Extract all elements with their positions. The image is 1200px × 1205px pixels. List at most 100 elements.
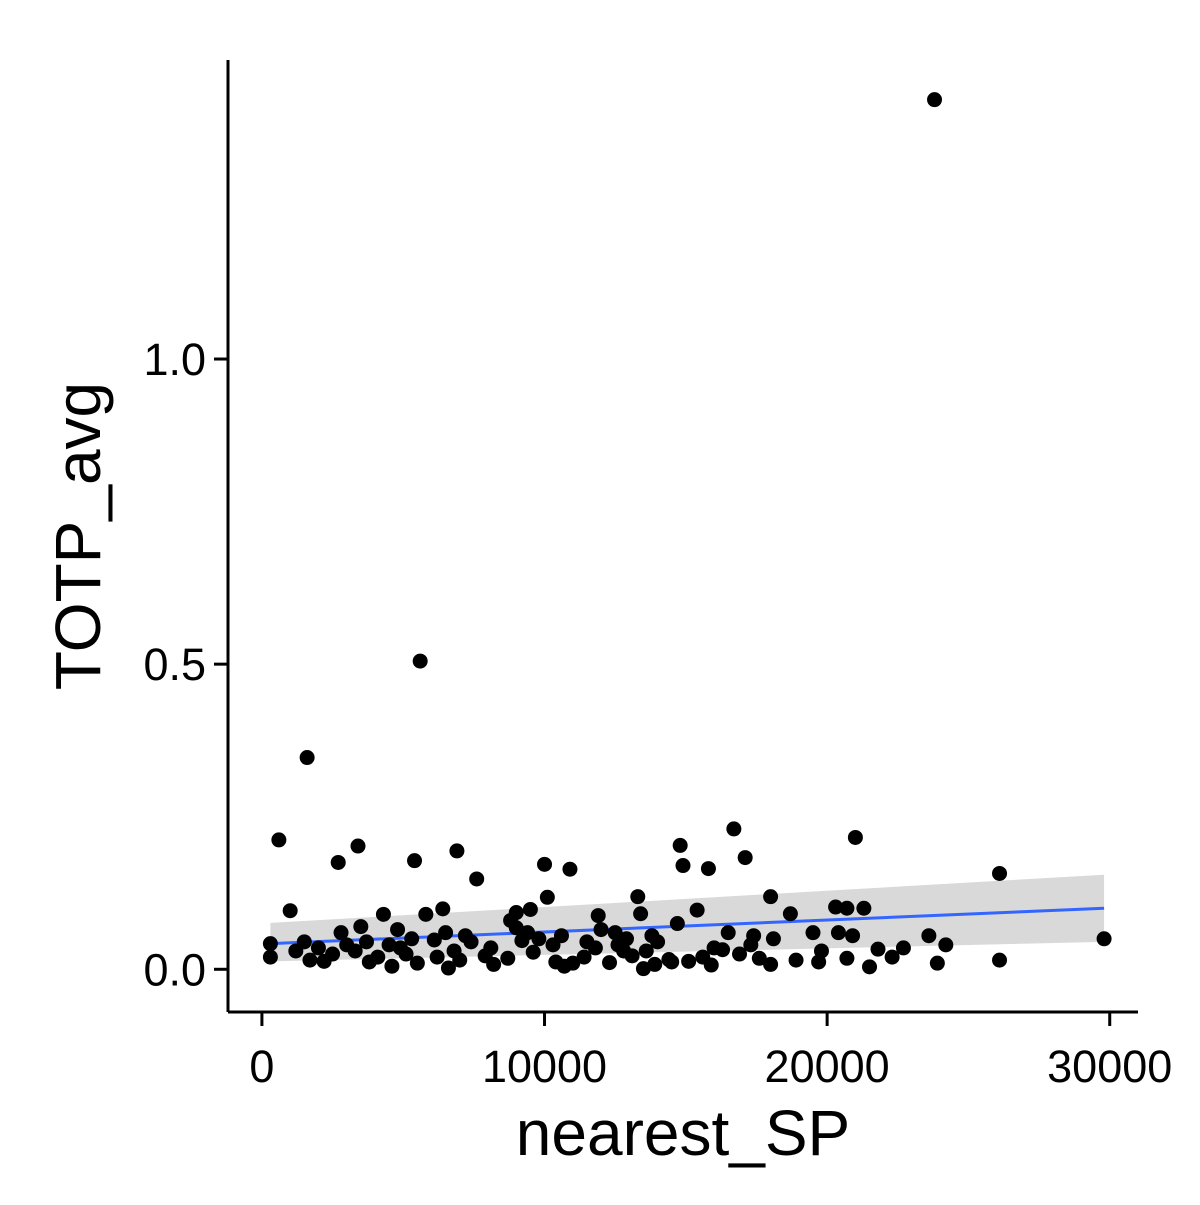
data-point bbox=[537, 856, 553, 872]
y-tick-label: 0.5 bbox=[143, 639, 206, 690]
data-point bbox=[845, 928, 861, 944]
data-point bbox=[788, 952, 804, 968]
data-point bbox=[271, 832, 287, 848]
data-point bbox=[726, 821, 742, 837]
data-point bbox=[350, 838, 366, 854]
data-point bbox=[763, 956, 779, 972]
data-point bbox=[325, 946, 341, 962]
data-point bbox=[884, 949, 900, 965]
data-point bbox=[353, 919, 369, 935]
data-point bbox=[929, 955, 945, 971]
axes-layer bbox=[226, 60, 1138, 1014]
data-point bbox=[870, 941, 886, 957]
data-point bbox=[576, 949, 592, 965]
data-point bbox=[689, 902, 705, 918]
data-point bbox=[384, 958, 400, 974]
data-point bbox=[992, 865, 1008, 881]
data-point bbox=[638, 943, 654, 959]
data-point bbox=[647, 956, 663, 972]
x-tick-label: 10000 bbox=[482, 1041, 607, 1092]
data-point bbox=[765, 931, 781, 947]
data-point bbox=[927, 92, 943, 108]
data-point bbox=[358, 934, 374, 950]
data-point bbox=[921, 928, 937, 944]
data-point bbox=[579, 934, 595, 950]
data-point bbox=[539, 889, 555, 905]
data-point bbox=[262, 936, 278, 952]
data-point bbox=[635, 961, 651, 977]
ticks-layer: 0 10000 20000 30000 0.0 0.5 1.0 bbox=[143, 334, 1172, 1092]
confidence-ribbon-layer bbox=[270, 874, 1105, 962]
data-point bbox=[644, 928, 660, 944]
x-tick-label: 30000 bbox=[1047, 1041, 1172, 1092]
data-point bbox=[409, 955, 425, 971]
data-point bbox=[669, 916, 685, 932]
data-point bbox=[839, 950, 855, 966]
data-point bbox=[706, 940, 722, 956]
data-point bbox=[310, 940, 326, 956]
data-point bbox=[440, 960, 456, 976]
data-point bbox=[299, 750, 315, 766]
data-point bbox=[732, 946, 748, 962]
data-point bbox=[681, 953, 697, 969]
data-point bbox=[813, 943, 829, 959]
data-point bbox=[449, 843, 465, 859]
data-point bbox=[1096, 931, 1112, 947]
data-point bbox=[847, 829, 863, 845]
data-point bbox=[446, 943, 462, 959]
data-point bbox=[828, 899, 844, 915]
data-point bbox=[672, 837, 688, 853]
data-point bbox=[593, 922, 609, 938]
data-point bbox=[805, 925, 821, 941]
data-point bbox=[500, 950, 516, 966]
data-point bbox=[404, 931, 420, 947]
y-tick-label: 1.0 bbox=[143, 334, 206, 385]
data-point bbox=[525, 944, 541, 960]
data-point bbox=[695, 949, 711, 965]
data-point bbox=[737, 850, 753, 866]
y-tick-label: 0.0 bbox=[143, 944, 206, 995]
data-point bbox=[302, 952, 318, 968]
data-point bbox=[407, 853, 423, 869]
data-point bbox=[522, 901, 538, 917]
data-point bbox=[296, 934, 312, 950]
data-point bbox=[862, 959, 878, 975]
data-point bbox=[763, 889, 779, 905]
data-point bbox=[426, 932, 442, 948]
data-point bbox=[520, 925, 536, 941]
data-point bbox=[630, 889, 646, 905]
data-point bbox=[839, 900, 855, 916]
data-point bbox=[607, 925, 623, 941]
data-point bbox=[429, 949, 445, 965]
data-point bbox=[463, 934, 479, 950]
data-point bbox=[375, 906, 391, 922]
data-point bbox=[664, 954, 680, 970]
data-point bbox=[435, 901, 451, 917]
data-point bbox=[602, 955, 618, 971]
data-point bbox=[590, 908, 606, 924]
data-point bbox=[370, 949, 386, 965]
y-axis-title: TOTP_avg bbox=[42, 382, 114, 690]
data-point bbox=[856, 900, 872, 916]
confidence-ribbon bbox=[270, 874, 1105, 962]
data-point bbox=[700, 861, 716, 877]
data-point bbox=[618, 931, 634, 947]
data-point bbox=[390, 922, 406, 938]
data-point bbox=[633, 906, 649, 922]
data-point bbox=[720, 925, 736, 941]
data-point bbox=[624, 948, 640, 964]
data-point bbox=[438, 925, 454, 941]
data-point bbox=[938, 937, 954, 953]
data-point bbox=[562, 861, 578, 877]
data-point bbox=[782, 906, 798, 922]
data-point bbox=[477, 948, 493, 964]
data-point bbox=[751, 950, 767, 966]
x-tick-label: 20000 bbox=[765, 1041, 890, 1092]
data-point bbox=[675, 858, 691, 874]
data-point bbox=[282, 903, 298, 919]
data-point bbox=[531, 931, 547, 947]
data-point bbox=[381, 937, 397, 953]
x-tick-label: 0 bbox=[249, 1041, 274, 1092]
